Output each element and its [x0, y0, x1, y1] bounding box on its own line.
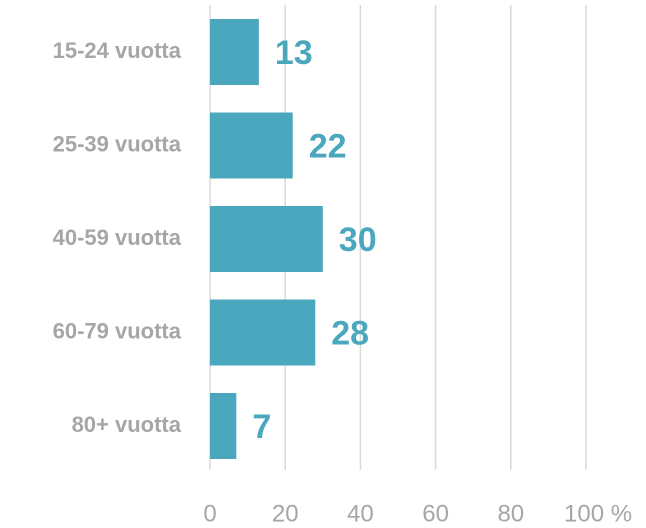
y-tick-label: 60-79 vuotta — [53, 318, 182, 343]
data-label: 7 — [252, 408, 271, 446]
x-tick-label: 80 — [497, 500, 524, 527]
x-tick-label: 20 — [272, 500, 299, 527]
y-tick-label: 25-39 vuotta — [53, 131, 182, 156]
data-label: 30 — [339, 221, 377, 259]
data-label: 28 — [331, 314, 369, 352]
data-label: 22 — [309, 127, 347, 165]
bar — [210, 206, 323, 272]
y-tick-label: 80+ vuotta — [72, 412, 182, 437]
bar — [210, 299, 316, 366]
bar — [210, 19, 259, 85]
data-label: 13 — [275, 34, 313, 72]
x-tick-label: 40 — [347, 500, 374, 527]
bar — [210, 393, 237, 459]
bar — [210, 112, 293, 179]
x-tick-label: 0 — [203, 500, 216, 527]
x-tick-label: 100 % — [564, 500, 632, 527]
y-tick-label: 40-59 vuotta — [53, 225, 182, 250]
x-tick-label: 60 — [422, 500, 449, 527]
y-tick-label: 15-24 vuotta — [53, 38, 182, 63]
